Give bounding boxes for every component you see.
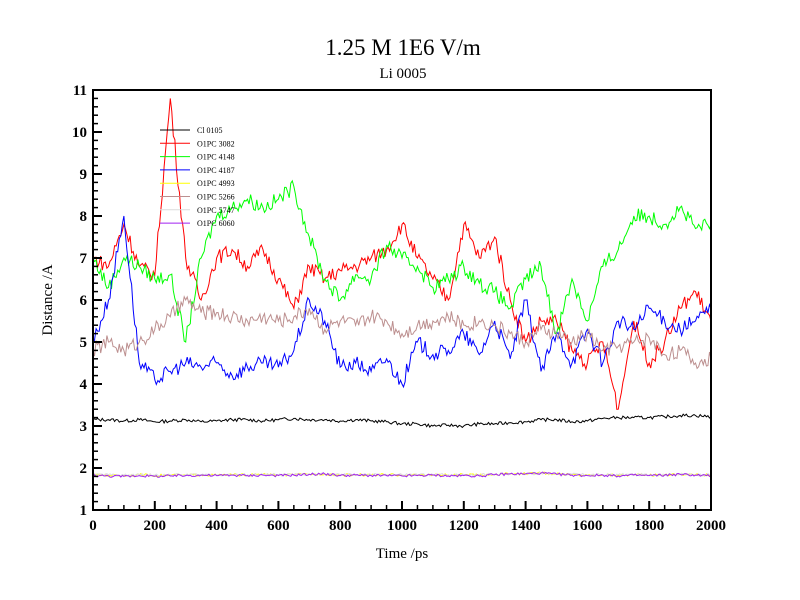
legend-label: Cl 0105 xyxy=(197,126,223,135)
legend-label: O1PC 4187 xyxy=(197,166,235,175)
legend-label: O1PC 3082 xyxy=(197,139,235,148)
series-line-o1pc-4148 xyxy=(92,179,712,343)
x-tick-label: 1200 xyxy=(449,518,479,534)
y-tick-label: 10 xyxy=(72,125,87,141)
x-tick-label: 600 xyxy=(267,518,290,534)
series-line-o1pc-5747 xyxy=(92,471,712,477)
y-tick-label: 11 xyxy=(73,83,87,99)
y-tick-label: 7 xyxy=(80,251,88,267)
legend-label: O1PC 5747 xyxy=(197,206,235,215)
y-tick-label: 5 xyxy=(80,335,88,351)
legend-label: O1PC 4148 xyxy=(197,153,235,162)
legend-label: O1PC 6060 xyxy=(197,219,235,228)
y-tick-label: 4 xyxy=(80,377,88,393)
x-axis-label: Time /ps xyxy=(376,546,429,562)
x-tick-label: 0 xyxy=(89,518,97,534)
legend: Cl 0105 O1PC 3082 O1PC 4148 O1PC 4187 O1PC 4… xyxy=(160,126,235,228)
y-tick-label: 2 xyxy=(80,461,88,477)
x-tick-label: 800 xyxy=(329,518,352,534)
legend-label: O1PC 4993 xyxy=(197,179,235,188)
series-line-cl-0105 xyxy=(92,413,712,429)
x-tick-label: 1600 xyxy=(572,518,602,534)
series-line-o1pc-3082 xyxy=(92,98,712,410)
series-line-o1pc-4187 xyxy=(92,215,712,389)
x-tick-label: 200 xyxy=(144,518,167,534)
y-axis-label: Distance /A xyxy=(40,264,56,335)
series-layer xyxy=(92,98,712,478)
y-tick-label: 8 xyxy=(80,209,88,225)
y-tick-label: 9 xyxy=(80,167,88,183)
y-tick-label: 3 xyxy=(80,419,88,435)
y-tick-label: 6 xyxy=(80,293,88,309)
series-line-o1pc-6060 xyxy=(92,471,712,478)
chart-title: 1.25 M 1E6 V/m xyxy=(325,35,481,60)
y-tick-label: 1 xyxy=(80,503,88,519)
x-tick-label: 400 xyxy=(205,518,228,534)
chart-subtitle: Li 0005 xyxy=(379,66,426,82)
legend-label: O1PC 5266 xyxy=(197,193,235,202)
series-line-o1pc-5266 xyxy=(92,295,712,370)
x-tick-label: 1800 xyxy=(634,518,664,534)
axes-layer: 0 200 400 600 800 1000 1200 1400 1600 1800 2000 1 2 3… xyxy=(72,83,726,534)
x-tick-label: 1400 xyxy=(511,518,541,534)
x-tick-label: 2000 xyxy=(696,518,726,534)
x-tick-label: 1000 xyxy=(387,518,417,534)
